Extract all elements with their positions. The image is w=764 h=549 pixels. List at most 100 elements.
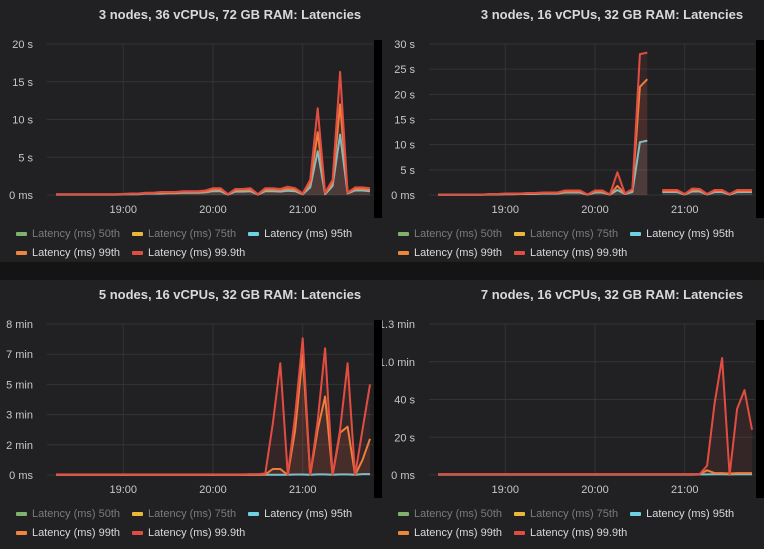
series-line-p999: [438, 357, 753, 476]
legend-item-p95[interactable]: Latency (ms) 95th: [630, 508, 734, 520]
y-tick-label: 10 s: [394, 140, 415, 152]
x-tick-label: 19:00: [110, 484, 138, 496]
series-area-p95: [56, 134, 370, 195]
y-tick-label: 5 s: [400, 165, 415, 177]
legend: Latency (ms) 50th Latency (ms) 75th Latenc…: [398, 504, 758, 542]
panel-latencies-7n-16cpu: 7 nodes, 16 vCPUs, 32 GB RAM: Latencies …: [382, 280, 764, 549]
y-tick-label: 3 min: [6, 410, 33, 422]
scrollbar[interactable]: [756, 40, 764, 218]
scrollbar[interactable]: [374, 40, 382, 218]
y-tick-label: 2 min: [6, 440, 33, 452]
legend-swatch-icon: [630, 511, 642, 516]
series-area-p99: [56, 104, 370, 195]
legend-label: Latency (ms) 99th: [32, 526, 121, 539]
series-line-p999: [56, 70, 371, 196]
legend-row: Latency (ms) 50th Latency (ms) 75th Latenc…: [398, 504, 758, 523]
x-tick-label: 21:00: [671, 204, 699, 216]
legend-item-p50[interactable]: Latency (ms) 50th: [16, 508, 120, 520]
legend-swatch-icon: [16, 530, 27, 535]
x-tick-label: 20:00: [581, 204, 609, 216]
y-tick-label: 15 s: [12, 77, 33, 89]
y-tick-label: 10 s: [12, 115, 33, 127]
legend-item-p75[interactable]: Latency (ms) 75th: [132, 228, 236, 240]
legend-swatch-icon: [514, 231, 526, 236]
legend-item-p75[interactable]: Latency (ms) 75th: [514, 508, 618, 520]
legend-label: Latency (ms) 99th: [414, 526, 503, 539]
series-line-p999: [662, 187, 752, 195]
legend-swatch-icon: [514, 530, 526, 535]
legend-swatch-icon: [630, 231, 642, 236]
y-tick-label: 1.0 min: [382, 357, 415, 369]
x-tick-label: 19:00: [110, 204, 138, 216]
panel-latencies-5n-16cpu: 5 nodes, 16 vCPUs, 32 GB RAM: Latencies …: [0, 280, 382, 549]
legend-swatch-icon: [514, 511, 526, 516]
y-tick-label: 20 s: [394, 432, 415, 444]
y-tick-label: 0 ms: [391, 470, 415, 482]
legend-label: Latency (ms) 50th: [32, 227, 121, 240]
legend-item-p50[interactable]: Latency (ms) 50th: [16, 228, 120, 240]
legend-row: Latency (ms) 99th Latency (ms) 99.9th: [16, 523, 376, 542]
legend-swatch-icon: [514, 250, 526, 255]
legend-swatch-icon: [248, 231, 260, 236]
legend-item-p95[interactable]: Latency (ms) 95th: [630, 228, 734, 240]
legend-swatch-icon: [16, 250, 27, 255]
legend-item-p99[interactable]: Latency (ms) 99th: [16, 527, 120, 539]
y-tick-label: 7 min: [6, 349, 33, 361]
legend-swatch-icon: [398, 511, 409, 516]
legend-item-p999[interactable]: Latency (ms) 99.9th: [514, 527, 627, 539]
legend-label: Latency (ms) 95th: [646, 507, 735, 520]
panel-title[interactable]: 3 nodes, 36 vCPUs, 72 GB RAM: Latencies: [98, 7, 362, 22]
legend-item-p95[interactable]: Latency (ms) 95th: [248, 228, 352, 240]
legend-swatch-icon: [16, 231, 27, 236]
legend-row: Latency (ms) 50th Latency (ms) 75th Latenc…: [398, 224, 758, 243]
x-tick-label: 21:00: [289, 484, 317, 496]
legend-swatch-icon: [16, 511, 27, 516]
legend-label: Latency (ms) 50th: [414, 227, 503, 240]
legend-item-p99[interactable]: Latency (ms) 99th: [398, 247, 502, 259]
legend-item-p99[interactable]: Latency (ms) 99th: [398, 527, 502, 539]
legend-swatch-icon: [398, 231, 409, 236]
legend-swatch-icon: [132, 250, 144, 255]
panel-title[interactable]: 5 nodes, 16 vCPUs, 32 GB RAM: Latencies: [98, 287, 362, 302]
series-line-p999: [56, 337, 371, 476]
legend: Latency (ms) 50th Latency (ms) 75th Latenc…: [16, 504, 376, 542]
panel-title[interactable]: 3 nodes, 16 vCPUs, 32 GB RAM: Latencies: [480, 7, 744, 22]
chart: 0 ms 5 s 10 s 15 s 20 s 19:00 20:00 21:00: [9, 39, 373, 216]
panel-latencies-3n-16cpu: 3 nodes, 16 vCPUs, 32 GB RAM: Latencies …: [382, 0, 764, 262]
legend: Latency (ms) 50th Latency (ms) 75th Latenc…: [398, 224, 758, 262]
legend-item-p999[interactable]: Latency (ms) 99.9th: [514, 247, 627, 259]
legend-item-p999[interactable]: Latency (ms) 99.9th: [132, 247, 245, 259]
legend-label: Latency (ms) 99.9th: [530, 526, 628, 539]
scrollbar[interactable]: [374, 320, 382, 498]
legend-swatch-icon: [398, 250, 409, 255]
legend-item-p75[interactable]: Latency (ms) 75th: [514, 228, 618, 240]
legend-item-p50[interactable]: Latency (ms) 50th: [398, 228, 502, 240]
y-tick-label: 15 s: [394, 115, 415, 127]
legend-row: Latency (ms) 50th Latency (ms) 75th Latenc…: [16, 504, 376, 523]
legend-item-p50[interactable]: Latency (ms) 50th: [398, 508, 502, 520]
scrollbar[interactable]: [756, 320, 764, 498]
legend-swatch-icon: [248, 511, 260, 516]
legend-label: Latency (ms) 95th: [646, 227, 735, 240]
legend-label: Latency (ms) 75th: [148, 507, 237, 520]
y-tick-label: 5 s: [18, 152, 33, 164]
y-tick-label: 40 s: [394, 395, 415, 407]
legend-label: Latency (ms) 95th: [264, 507, 353, 520]
panel-title[interactable]: 7 nodes, 16 vCPUs, 32 GB RAM: Latencies: [480, 287, 744, 302]
legend-item-p95[interactable]: Latency (ms) 95th: [248, 508, 352, 520]
legend-item-p75[interactable]: Latency (ms) 75th: [132, 508, 236, 520]
legend-label: Latency (ms) 95th: [264, 227, 353, 240]
series-area-p999: [56, 71, 370, 195]
chart: 0 ms 5 s 10 s 15 s 20 s 25 s 30 s 19:00 20:00 21:…: [391, 39, 755, 216]
legend-item-p999[interactable]: Latency (ms) 99.9th: [132, 527, 245, 539]
legend-item-p99[interactable]: Latency (ms) 99th: [16, 247, 120, 259]
y-tick-label: 30 s: [394, 39, 415, 51]
y-tick-label: 25 s: [394, 64, 415, 76]
x-tick-label: 20:00: [199, 204, 227, 216]
legend: Latency (ms) 50th Latency (ms) 75th Latenc…: [16, 224, 376, 262]
y-tick-label: 20 s: [12, 39, 33, 51]
series-line-p999: [438, 51, 648, 196]
legend-swatch-icon: [132, 231, 144, 236]
legend-label: Latency (ms) 50th: [32, 507, 121, 520]
legend-label: Latency (ms) 99.9th: [530, 246, 628, 259]
